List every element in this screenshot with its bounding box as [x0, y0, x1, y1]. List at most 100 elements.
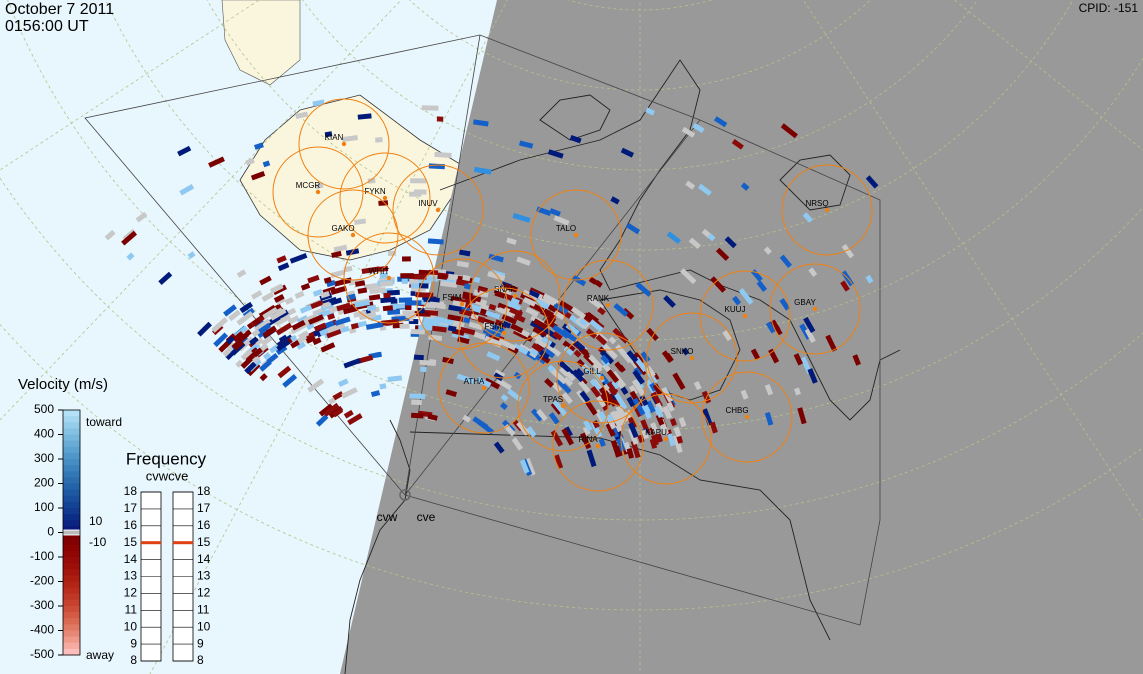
echo: [561, 428, 574, 446]
echo: [673, 426, 682, 438]
velocity-tick-label: 0: [47, 525, 54, 539]
colorbar-segment: [63, 520, 80, 527]
echo: [236, 310, 254, 326]
echo: [763, 246, 772, 255]
echo: [226, 335, 235, 345]
echo: [402, 256, 411, 262]
echo: [448, 304, 462, 312]
echo: [740, 389, 749, 400]
echo: [535, 298, 551, 310]
echo: [289, 253, 308, 264]
echo: [511, 437, 523, 451]
echo: [262, 160, 271, 168]
toward-label: toward: [86, 415, 122, 429]
echo: [493, 372, 504, 382]
frequency-marker: [173, 541, 193, 545]
echo: [410, 178, 427, 184]
station-fov: [392, 164, 484, 256]
echo: [765, 321, 776, 334]
colorbar-segment: [63, 612, 80, 619]
echo: [626, 396, 636, 408]
echo: [630, 440, 641, 459]
echo: [681, 126, 696, 138]
echo: [546, 314, 557, 324]
echo: [505, 300, 522, 311]
echo: [259, 359, 272, 372]
echo: [582, 426, 591, 436]
echo: [672, 372, 686, 391]
colorbar-segment: [63, 428, 80, 435]
echo: [662, 405, 673, 420]
echo: [722, 330, 732, 342]
echo: [247, 347, 259, 358]
echo: [179, 184, 195, 196]
echo: [601, 394, 612, 407]
echo: [569, 134, 582, 144]
echo: [592, 370, 605, 384]
echo: [656, 410, 664, 419]
echo: [522, 289, 539, 301]
station-label: RINA: [578, 435, 598, 444]
echo: [379, 280, 393, 287]
colorbar-segment: [63, 636, 80, 644]
echo: [447, 325, 457, 332]
echo: [553, 302, 569, 315]
colorbar-segment: [63, 544, 80, 552]
echo: [285, 307, 297, 317]
echo: [803, 316, 816, 334]
velocity-tick-label: 500: [34, 402, 54, 416]
echo: [232, 331, 245, 343]
station-label: CHBG: [725, 406, 748, 415]
station-fov: [343, 232, 435, 324]
frequency-tick-label: 13: [124, 569, 138, 583]
echo: [510, 323, 524, 334]
station-fov: [646, 312, 738, 404]
echo: [589, 319, 604, 333]
echo: [536, 206, 552, 217]
echo: [740, 182, 750, 191]
echo: [456, 373, 475, 384]
echo: [598, 411, 610, 426]
echo: [326, 328, 342, 339]
station-label: FYKN: [364, 187, 386, 196]
frequency-tick-label: 8: [130, 653, 137, 667]
colorbar-segment: [63, 648, 80, 656]
echo: [713, 116, 728, 128]
echo: [756, 280, 768, 292]
echo: [509, 307, 523, 317]
echo: [649, 438, 658, 449]
echo: [553, 215, 570, 226]
echo: [588, 354, 604, 370]
station-dot: [435, 207, 441, 213]
echo: [840, 280, 850, 292]
time: 0156:00 UT: [5, 18, 89, 35]
echo: [571, 369, 585, 383]
echo: [462, 414, 472, 423]
echo: [254, 337, 264, 346]
echo: [631, 379, 646, 397]
echo: [240, 348, 253, 361]
frequency-marker: [141, 541, 161, 545]
colorbar-segment: [63, 459, 80, 466]
echo: [578, 318, 588, 327]
echo: [808, 267, 818, 277]
station-label: NRSQ: [805, 199, 828, 208]
echo: [354, 218, 367, 226]
colorbar-segment: [63, 452, 80, 460]
echo: [276, 339, 291, 352]
station-label: INUV: [418, 199, 438, 208]
frequency-tick-label: 14: [197, 552, 211, 566]
echo: [390, 298, 398, 304]
echo: [585, 400, 598, 416]
station-dot: [595, 443, 601, 449]
echo: [555, 377, 572, 394]
echo: [343, 409, 354, 419]
echo: [685, 180, 696, 190]
echo: [312, 289, 323, 297]
echo: [573, 349, 582, 358]
echo: [617, 380, 625, 389]
colorbar-segment: [63, 422, 80, 429]
station-fov: [458, 287, 550, 379]
echo: [315, 414, 329, 427]
